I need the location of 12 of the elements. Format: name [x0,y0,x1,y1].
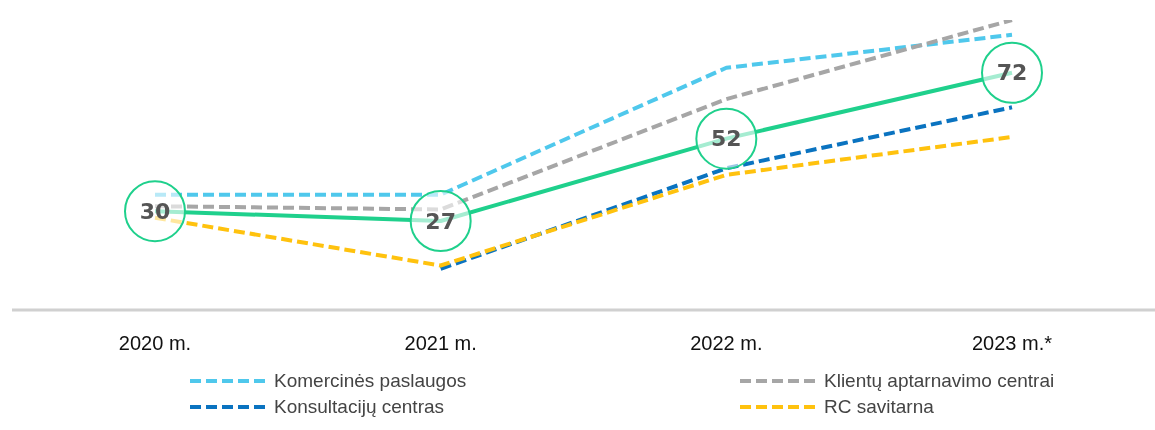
legend-label: Klientų aptarnavimo centrai [824,370,1055,392]
x-tick-label: 2020 m. [118,332,192,355]
x-tick-label: 2021 m. [404,332,477,355]
data-label: 72 [996,60,1028,86]
legend-label: Konsultacijų centras [274,396,445,418]
x-tick-label: 2022 m. [690,332,763,355]
data-label: 52 [711,126,742,152]
legend-label: Komercinės paslaugos [274,370,467,392]
legend-label: RC savitarna [824,396,934,418]
data-label: 30 [139,198,171,224]
data-label: 27 [425,208,456,234]
x-tick-label: 2023 m.* [971,332,1053,355]
